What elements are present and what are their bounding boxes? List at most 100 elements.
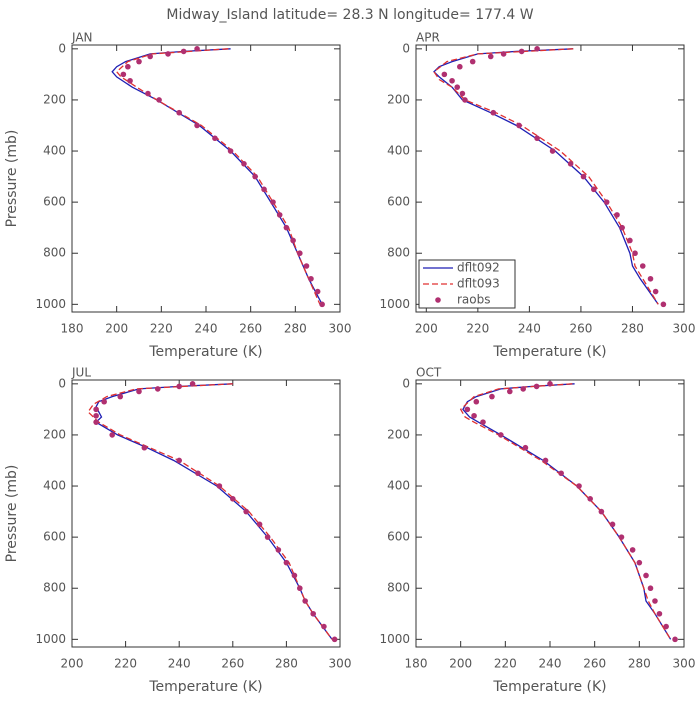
- panel-title: JUL: [71, 366, 91, 380]
- raob-point: [136, 58, 142, 65]
- raob-point: [314, 288, 321, 295]
- raob-point: [576, 483, 582, 489]
- y-tick-label: 0: [58, 41, 66, 55]
- raob-point: [256, 521, 263, 528]
- raob-point: [261, 186, 267, 193]
- raob-point: [619, 224, 625, 231]
- raob-point: [454, 84, 461, 90]
- x-tick-label: 280: [628, 657, 651, 671]
- raob-point: [469, 58, 476, 65]
- x-axis-label: Temperature (K): [148, 679, 262, 695]
- raob-point: [194, 122, 200, 129]
- raob-point: [125, 63, 131, 70]
- raob-point: [127, 77, 133, 84]
- y-tick-label: 400: [387, 479, 410, 493]
- raob-point: [176, 383, 182, 390]
- x-axis-label: Temperature (K): [492, 679, 606, 695]
- raob-point: [165, 51, 171, 57]
- raob-point: [319, 301, 325, 308]
- y-tick-label: 800: [387, 246, 410, 260]
- y-tick-label: 400: [43, 479, 66, 493]
- y-tick-label: 400: [43, 144, 66, 158]
- x-tick-label: 240: [195, 322, 218, 336]
- raob-point: [534, 46, 540, 52]
- y-tick-label: 600: [387, 195, 410, 209]
- x-tick-label: 280: [621, 322, 644, 336]
- raob-point: [109, 432, 115, 438]
- raob-point: [310, 610, 317, 617]
- raob-point: [567, 161, 574, 167]
- x-tick-label: 280: [284, 322, 307, 336]
- raob-point: [652, 288, 659, 295]
- raob-point: [176, 457, 182, 464]
- raob-point: [516, 122, 522, 129]
- raob-point: [549, 148, 556, 154]
- raob-point: [598, 508, 605, 515]
- raob-point: [216, 483, 223, 489]
- raob-point: [542, 457, 549, 464]
- raob-point: [147, 53, 153, 60]
- raob-point: [136, 388, 142, 395]
- raob-point: [660, 301, 667, 308]
- y-tick-label: 1000: [35, 632, 66, 646]
- raob-point: [291, 572, 298, 579]
- raob-point: [639, 263, 646, 269]
- x-tick-label: 280: [275, 657, 298, 671]
- panel-title: APR: [416, 31, 440, 45]
- y-tick-label: 600: [43, 195, 66, 209]
- x-tick-label: 180: [61, 322, 84, 336]
- raob-point: [609, 521, 616, 528]
- x-tick-label: 300: [673, 322, 696, 336]
- x-tick-label: 260: [221, 657, 244, 671]
- raob-point: [629, 547, 636, 553]
- figure-title: Midway_Island latitude= 28.3 N longitude…: [166, 7, 533, 23]
- plot-frame: [415, 44, 685, 313]
- raob-point: [241, 161, 247, 167]
- raob-point: [189, 381, 196, 387]
- y-axis-label: Pressure (mb): [4, 130, 20, 228]
- x-tick-label: 220: [494, 657, 517, 671]
- legend-label: dflt092: [457, 261, 500, 275]
- legend-symbol: [435, 297, 441, 303]
- x-tick-label: 180: [405, 657, 428, 671]
- raob-point: [120, 71, 127, 78]
- raob-point: [156, 97, 162, 103]
- y-tick-label: 1000: [379, 297, 410, 311]
- raob-point: [276, 212, 283, 218]
- raob-point: [643, 572, 649, 579]
- raob-point: [547, 381, 553, 387]
- raob-point: [230, 496, 236, 502]
- x-tick-label: 200: [415, 322, 438, 336]
- x-tick-label: 300: [673, 657, 696, 671]
- x-tick-label: 260: [569, 322, 592, 336]
- raob-point: [614, 212, 620, 218]
- x-tick-label: 220: [150, 322, 173, 336]
- raob-point: [264, 534, 271, 540]
- raob-point: [627, 237, 633, 244]
- y-tick-label: 200: [387, 427, 410, 441]
- profile-line: [462, 383, 672, 640]
- raob-point: [480, 419, 486, 425]
- x-tick-label: 220: [466, 322, 489, 336]
- plot-frame: [71, 44, 341, 313]
- x-tick-label: 240: [168, 657, 191, 671]
- raob-point: [195, 470, 201, 477]
- raob-point: [243, 508, 249, 515]
- raob-point: [331, 636, 338, 643]
- raob-point: [93, 419, 99, 425]
- raob-point: [145, 90, 151, 97]
- raob-point: [459, 90, 466, 97]
- raob-point: [321, 623, 327, 630]
- plot-frame: [71, 379, 341, 648]
- legend-label: raobs: [457, 293, 491, 307]
- raob-point: [462, 97, 468, 103]
- x-axis-label: Temperature (K): [148, 344, 262, 360]
- raob-point: [522, 444, 529, 451]
- y-tick-label: 600: [43, 530, 66, 544]
- raob-point: [603, 199, 610, 205]
- raob-point: [101, 398, 107, 405]
- raob-point: [176, 109, 182, 116]
- raob-point: [297, 250, 303, 257]
- raob-point: [647, 275, 654, 282]
